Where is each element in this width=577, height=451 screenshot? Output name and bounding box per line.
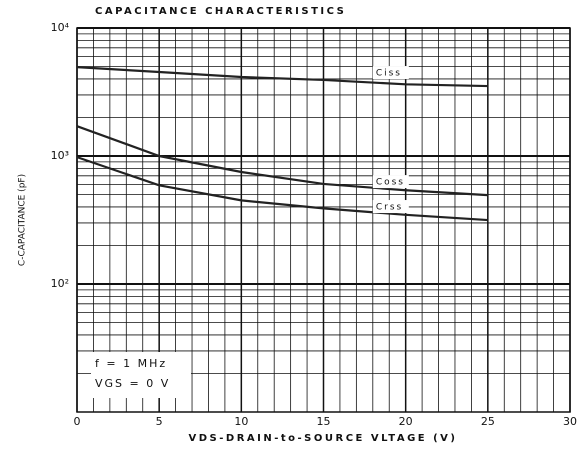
series-label: Coss: [376, 178, 405, 188]
x-tick-label: 30: [563, 415, 577, 428]
series-label: Crss: [376, 203, 403, 213]
line: [76, 156, 488, 222]
label-bg: [372, 66, 409, 80]
x-axis-label: VDS-DRAIN-to-SOURCE VLTAGE (V): [189, 433, 458, 444]
series-label: Ciss: [376, 69, 402, 79]
y-tick-label: 10³: [51, 149, 69, 162]
label-bg: [372, 200, 409, 214]
chart-title: CAPACITANCE CHARACTERISTICS: [95, 6, 346, 17]
y-axis-label: C-CAPACITANCE (pF): [18, 174, 28, 266]
x-tick-label: 5: [156, 415, 163, 428]
annotation: f = 1 MHz: [95, 357, 167, 370]
x-tick-label: 10: [234, 415, 248, 428]
x-tick-label: 15: [317, 415, 331, 428]
x-tick-label: 0: [74, 415, 81, 428]
x-tick-label: 20: [399, 415, 413, 428]
label-bg: [372, 175, 409, 189]
x-tick-label: 25: [481, 415, 495, 428]
annotation-box: [91, 352, 191, 398]
line: [76, 125, 488, 197]
annotation: VGS = 0 V: [95, 377, 170, 390]
line: [76, 65, 488, 88]
y-tick-label: 10⁴: [51, 21, 70, 34]
y-tick-label: 10²: [51, 277, 69, 290]
